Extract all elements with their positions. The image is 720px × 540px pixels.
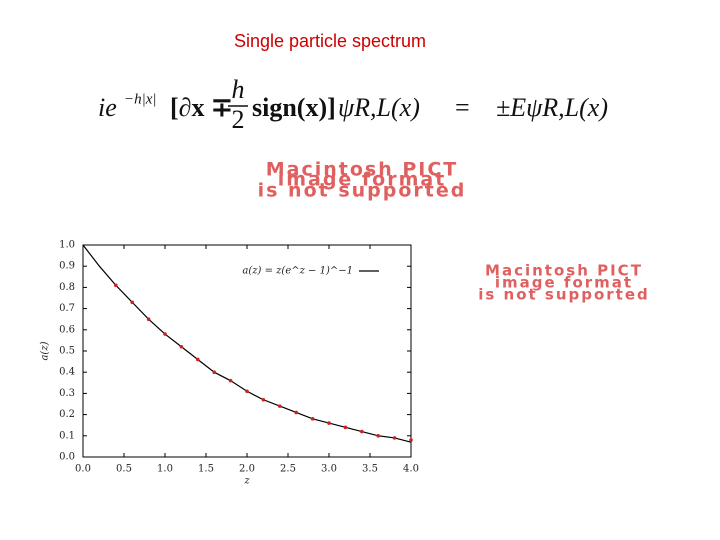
- chart: 0.0 0.1 0.2 0.3 0.4 0.5 0.6 0.7 0.8 0.9 1.0 0.0 0.5 1…: [40, 240, 419, 487]
- placeholder-line: image format: [495, 274, 633, 292]
- eq-sign: sign(x)]: [252, 93, 336, 122]
- data-point: [294, 410, 299, 415]
- slide-title: Single particle spectrum: [234, 31, 426, 51]
- eq-operator: [∂x ∓: [170, 93, 233, 122]
- x-tick-label: 4.0: [403, 464, 419, 475]
- placeholder-line: is not supported: [478, 286, 650, 304]
- data-point: [130, 300, 134, 305]
- placeholder-line: image format: [278, 169, 447, 191]
- data-point: [228, 378, 233, 383]
- x-tick-label: 3.5: [362, 464, 378, 475]
- eq-left: ie: [98, 93, 117, 122]
- x-axis-label: z: [243, 476, 250, 487]
- y-tick-label: 0.5: [59, 346, 75, 357]
- y-tick-label: 1.0: [59, 240, 75, 251]
- x-tick-label: 2.5: [280, 464, 296, 475]
- data-point: [409, 438, 413, 442]
- placeholder-line: Macintosh PICT: [485, 262, 643, 280]
- plot-frame: [82, 244, 412, 458]
- data-point: [392, 436, 397, 440]
- eq-psi: ψR,L(x): [338, 93, 420, 122]
- x-tick-label: 2.0: [239, 464, 255, 475]
- eq-equals: =: [455, 93, 470, 122]
- data-point: [310, 417, 315, 421]
- y-axis-label: a(z): [40, 341, 51, 360]
- data-point: [179, 344, 184, 349]
- y-tick-label: 0.3: [59, 388, 75, 399]
- y-tick-label: 0.8: [59, 282, 75, 293]
- y-tick-label: 0.0: [59, 452, 75, 463]
- data-point: [146, 317, 151, 322]
- x-tick-label: 3.0: [321, 464, 337, 475]
- x-tick-label: 0.0: [75, 464, 91, 475]
- eq-exponent: −h|x|: [124, 91, 157, 107]
- y-tick-label: 0.6: [59, 324, 75, 335]
- data-point: [196, 357, 200, 362]
- x-tick-label: 0.5: [116, 464, 132, 475]
- data-point: [163, 332, 167, 336]
- data-point: [245, 389, 249, 394]
- data-point: [376, 434, 381, 438]
- y-tick-label: 0.2: [59, 409, 75, 420]
- data-point: [343, 425, 348, 430]
- placeholder-line: is not supported: [258, 180, 467, 202]
- y-tick-label: 0.7: [59, 303, 75, 314]
- eq-fraction-den: 2: [232, 105, 245, 134]
- data-point: [212, 370, 216, 375]
- x-tick-label: 1.5: [198, 464, 214, 475]
- eq-fraction-num: h: [232, 75, 245, 104]
- y-tick-label: 0.1: [59, 430, 75, 441]
- legend-label: a(z) = z(e^z − 1)^−1: [242, 266, 353, 277]
- data-point: [261, 397, 266, 402]
- y-tick-label: 0.9: [59, 261, 75, 272]
- data-point: [327, 421, 331, 425]
- eq-right: ±EψR,L(x): [496, 93, 608, 122]
- equation: ie −h|x| [∂x ∓ h 2 sign(x)] ψR,L(x) = ±E…: [98, 75, 608, 134]
- y-tick-label: 0.4: [59, 367, 75, 378]
- data-point: [114, 283, 118, 288]
- placeholder-line: Macintosh PICT: [266, 159, 459, 181]
- data-point: [278, 404, 282, 408]
- data-point: [360, 429, 364, 434]
- pict-placeholder: Macintosh PICT image format is not suppo…: [258, 159, 650, 304]
- x-tick-label: 1.0: [157, 464, 173, 475]
